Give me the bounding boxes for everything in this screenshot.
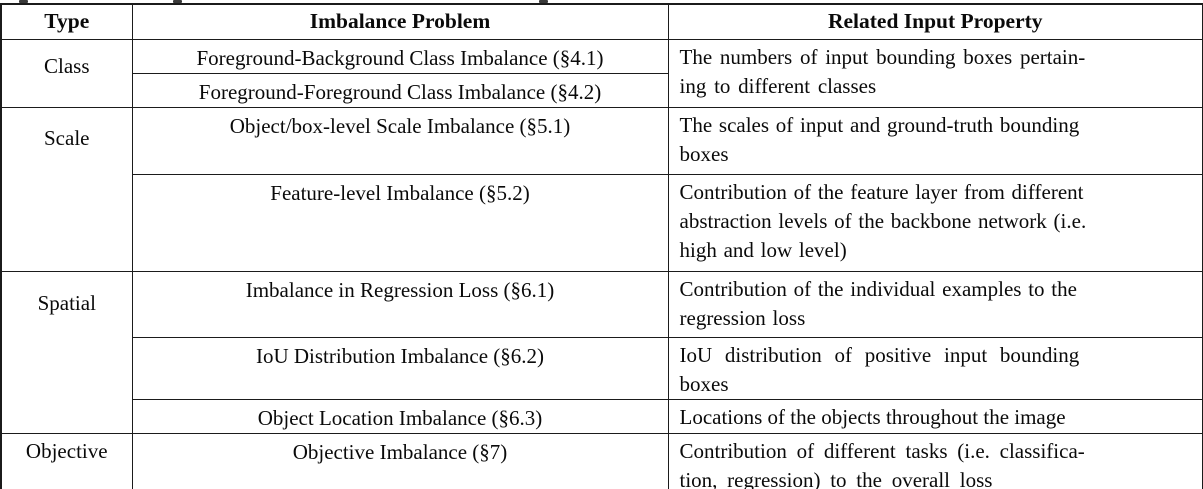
problem-cell-4-1: Foreground-Background Class Imbalance (§… (131, 38, 669, 74)
cropped-caption-remnant (539, 0, 548, 3)
type-label: Objective (25, 438, 108, 463)
type-label: Spatial (37, 290, 96, 315)
problem-cell-6-1: Imbalance in Regression Loss (§6.1) (131, 270, 669, 338)
property-cell-6-2: IoU distribution of positive input bound… (667, 336, 1203, 400)
table-row: Feature-level Imbalance (§5.2) Contribut… (1, 173, 1203, 272)
table-row: Class Foreground-Background Class Imbala… (0, 38, 1203, 108)
type-label: Class (43, 53, 90, 78)
property-cell-5-2: Contribution of the feature layer from d… (667, 173, 1203, 272)
imbalance-problems-table: Type Imbalance Problem Related Input Pro… (0, 3, 1203, 489)
property-cell-5-1: The scales of input and ground-truth bou… (667, 106, 1203, 175)
table-row: Spatial Imbalance in Regression Loss (§6… (0, 270, 1203, 434)
property-cell-class: The numbers of input bounding boxes pert… (667, 38, 1203, 108)
table-header-row: Type Imbalance Problem Related Input Pro… (0, 3, 1203, 40)
problem-cell-6-3: Object Location Imbalance (§6.3) (131, 398, 669, 434)
cropped-caption-remnant (19, 0, 28, 3)
problem-cell-5-1: Object/box-level Scale Imbalance (§5.1) (131, 106, 669, 175)
problem-cell-7: Objective Imbalance (§7) (131, 432, 669, 489)
problem-cell-4-2: Foreground-Foreground Class Imbalance (§… (131, 72, 669, 108)
type-group-class: Class (0, 38, 133, 108)
type-group-objective: Objective (0, 432, 133, 489)
header-related-input-property: Related Input Property (667, 3, 1203, 40)
table-row: Foreground-Foreground Class Imbalance (§… (1, 72, 1203, 108)
header-imbalance-problem: Imbalance Problem (131, 3, 669, 40)
header-type: Type (0, 3, 133, 40)
problem-cell-5-2: Feature-level Imbalance (§5.2) (131, 173, 669, 272)
property-cell-6-1: Contribution of the individual examples … (667, 270, 1203, 338)
cropped-caption-remnant (173, 0, 182, 3)
table-row: Objective Objective Imbalance (§7) Contr… (0, 432, 1203, 489)
problem-cell-6-2: IoU Distribution Imbalance (§6.2) (131, 336, 669, 400)
property-cell-6-3: Locations of the objects throughout the … (667, 398, 1203, 434)
type-group-scale: Scale (0, 106, 133, 272)
table-row: Scale Object/box-level Scale Imbalance (… (0, 106, 1203, 272)
table-row: IoU Distribution Imbalance (§6.2) IoU di… (1, 336, 1203, 400)
table-row: Object Location Imbalance (§6.3) Locatio… (1, 398, 1203, 434)
type-label: Scale (44, 125, 90, 150)
type-group-spatial: Spatial (0, 270, 133, 434)
property-cell-7: Contribution of different tasks (i.e. cl… (667, 432, 1203, 489)
